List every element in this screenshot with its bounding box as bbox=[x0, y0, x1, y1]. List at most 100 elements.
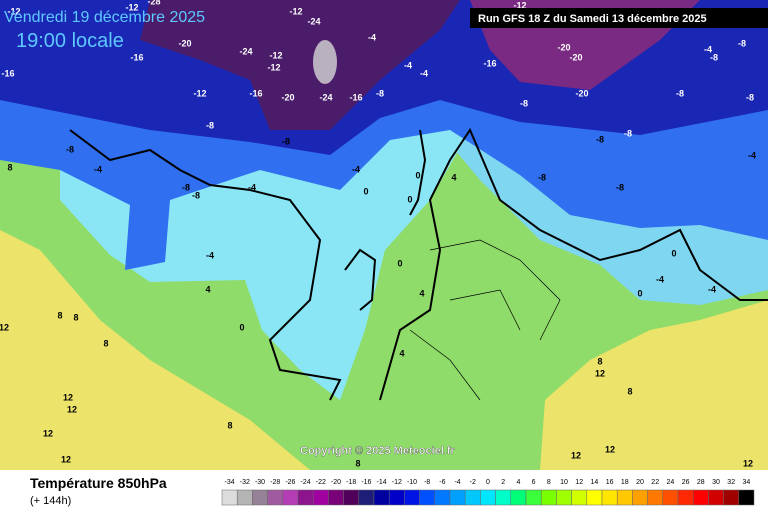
contour-label: 12 bbox=[43, 428, 53, 438]
contour-label: -8 bbox=[192, 190, 200, 200]
contour-label: 8 bbox=[597, 356, 602, 366]
scale-swatch bbox=[708, 489, 724, 506]
scale-swatch bbox=[525, 489, 542, 506]
scale-label: -18 bbox=[346, 479, 356, 486]
scale-swatch bbox=[616, 489, 633, 506]
scale-label: -2 bbox=[470, 479, 476, 486]
scale-label: -6 bbox=[439, 479, 445, 486]
scale-label: 4 bbox=[516, 479, 520, 486]
scale-swatch bbox=[692, 489, 709, 506]
contour-label: 12 bbox=[61, 454, 71, 464]
scale-swatch bbox=[252, 489, 268, 506]
scale-swatch bbox=[358, 489, 375, 506]
contour-label: 8 bbox=[227, 420, 232, 430]
scale-swatch bbox=[571, 489, 588, 506]
contour-label: 12 bbox=[605, 444, 615, 454]
contour-label: 12 bbox=[571, 450, 581, 460]
scale-label: 34 bbox=[743, 479, 751, 486]
scale-label: 24 bbox=[667, 479, 675, 486]
coastlines bbox=[69, 127, 768, 401]
contour-label: 12 bbox=[0, 322, 9, 332]
scale-swatch bbox=[297, 489, 314, 506]
scale-label: -34 bbox=[225, 479, 235, 486]
contour-label: -8 bbox=[738, 38, 746, 48]
contour-label: -12 bbox=[193, 88, 206, 98]
scale-label: -20 bbox=[331, 479, 341, 486]
scale-swatch bbox=[267, 489, 284, 506]
zone-grey bbox=[313, 40, 337, 84]
contour-label: -20 bbox=[178, 38, 191, 48]
scale-label: -28 bbox=[270, 479, 280, 486]
scale-label: 2 bbox=[501, 479, 505, 486]
contour-label: 12 bbox=[743, 458, 753, 468]
scale-label: -14 bbox=[377, 479, 387, 486]
time: 19:00 locale bbox=[16, 30, 124, 52]
contour-label: -16 bbox=[483, 58, 496, 68]
contour-label: -8 bbox=[746, 92, 754, 102]
scale-swatch bbox=[495, 489, 512, 506]
contour-label: -16 bbox=[130, 52, 143, 62]
contour-label: 0 bbox=[239, 322, 244, 332]
scale-swatch bbox=[632, 489, 648, 506]
contour-label: -12 bbox=[125, 2, 138, 12]
contour-label: 8 bbox=[627, 386, 632, 396]
scale-label: -32 bbox=[240, 479, 250, 486]
contour-label: -4 bbox=[748, 150, 756, 160]
scale-label: -16 bbox=[361, 479, 371, 486]
scale-swatch bbox=[662, 489, 679, 506]
contour-label: -20 bbox=[557, 42, 570, 52]
contour-label: -8 bbox=[520, 98, 528, 108]
contour-label: -8 bbox=[538, 172, 546, 182]
scale-swatch bbox=[373, 489, 390, 506]
scale-label: 10 bbox=[560, 479, 568, 486]
run-box bbox=[470, 8, 768, 28]
contour-label: -8 bbox=[710, 52, 718, 62]
contour-label: -8 bbox=[66, 144, 74, 154]
contour-label: -24 bbox=[319, 92, 332, 102]
contour-label: 8 bbox=[355, 458, 360, 468]
scale-label: 22 bbox=[651, 479, 659, 486]
scale-swatch bbox=[464, 489, 481, 506]
contour-label: -8 bbox=[206, 120, 214, 130]
contour-label: -4 bbox=[704, 44, 712, 54]
scale-swatch bbox=[343, 489, 360, 506]
scale-label: 8 bbox=[547, 479, 551, 486]
scale-swatch bbox=[586, 489, 603, 506]
scale-swatch bbox=[434, 489, 451, 506]
zone-purple bbox=[140, 0, 460, 130]
scale-swatch bbox=[419, 489, 436, 506]
scale-label: -10 bbox=[407, 479, 417, 486]
scale-label: -4 bbox=[454, 479, 460, 486]
contour-label: -8 bbox=[282, 136, 290, 146]
contour-label: -16 bbox=[1, 68, 14, 78]
contour-label: -12 bbox=[267, 62, 280, 72]
contour-label: -24 bbox=[239, 46, 252, 56]
contour-label: -8 bbox=[676, 88, 684, 98]
contour-label: -4 bbox=[352, 164, 360, 174]
scale-swatch bbox=[388, 489, 405, 506]
contour-label: -20 bbox=[575, 88, 588, 98]
scale-swatch bbox=[449, 489, 466, 506]
scale-swatch bbox=[312, 489, 329, 506]
scale-swatch bbox=[221, 489, 238, 506]
scale-label: -22 bbox=[316, 479, 326, 486]
contour-label: -4 bbox=[368, 32, 376, 42]
scale-label: 12 bbox=[575, 479, 583, 486]
scale-swatch bbox=[647, 489, 664, 506]
scale-label: 30 bbox=[712, 479, 720, 486]
scale-label: 6 bbox=[532, 479, 536, 486]
scale-label: -8 bbox=[424, 479, 430, 486]
scale-label: -12 bbox=[392, 479, 402, 486]
scale-label: 20 bbox=[636, 479, 644, 486]
contour-label: 0 bbox=[407, 194, 412, 204]
date: Vendredi 19 décembre 2025 bbox=[4, 9, 205, 26]
scale-label: 18 bbox=[621, 479, 629, 486]
contour-labels: -12 -12 -28 -12 -24 -12 -12 -24 -20 -16 -16 -12 -16 -… bbox=[0, 0, 756, 468]
scale-swatch bbox=[556, 489, 572, 506]
contour-label: -4 bbox=[206, 250, 214, 260]
scale-swatch bbox=[236, 489, 253, 506]
contour-label: -8 bbox=[376, 88, 384, 98]
contour-label: -16 bbox=[249, 88, 262, 98]
contour-label: 0 bbox=[363, 186, 368, 196]
contour-label: -8 bbox=[596, 134, 604, 144]
